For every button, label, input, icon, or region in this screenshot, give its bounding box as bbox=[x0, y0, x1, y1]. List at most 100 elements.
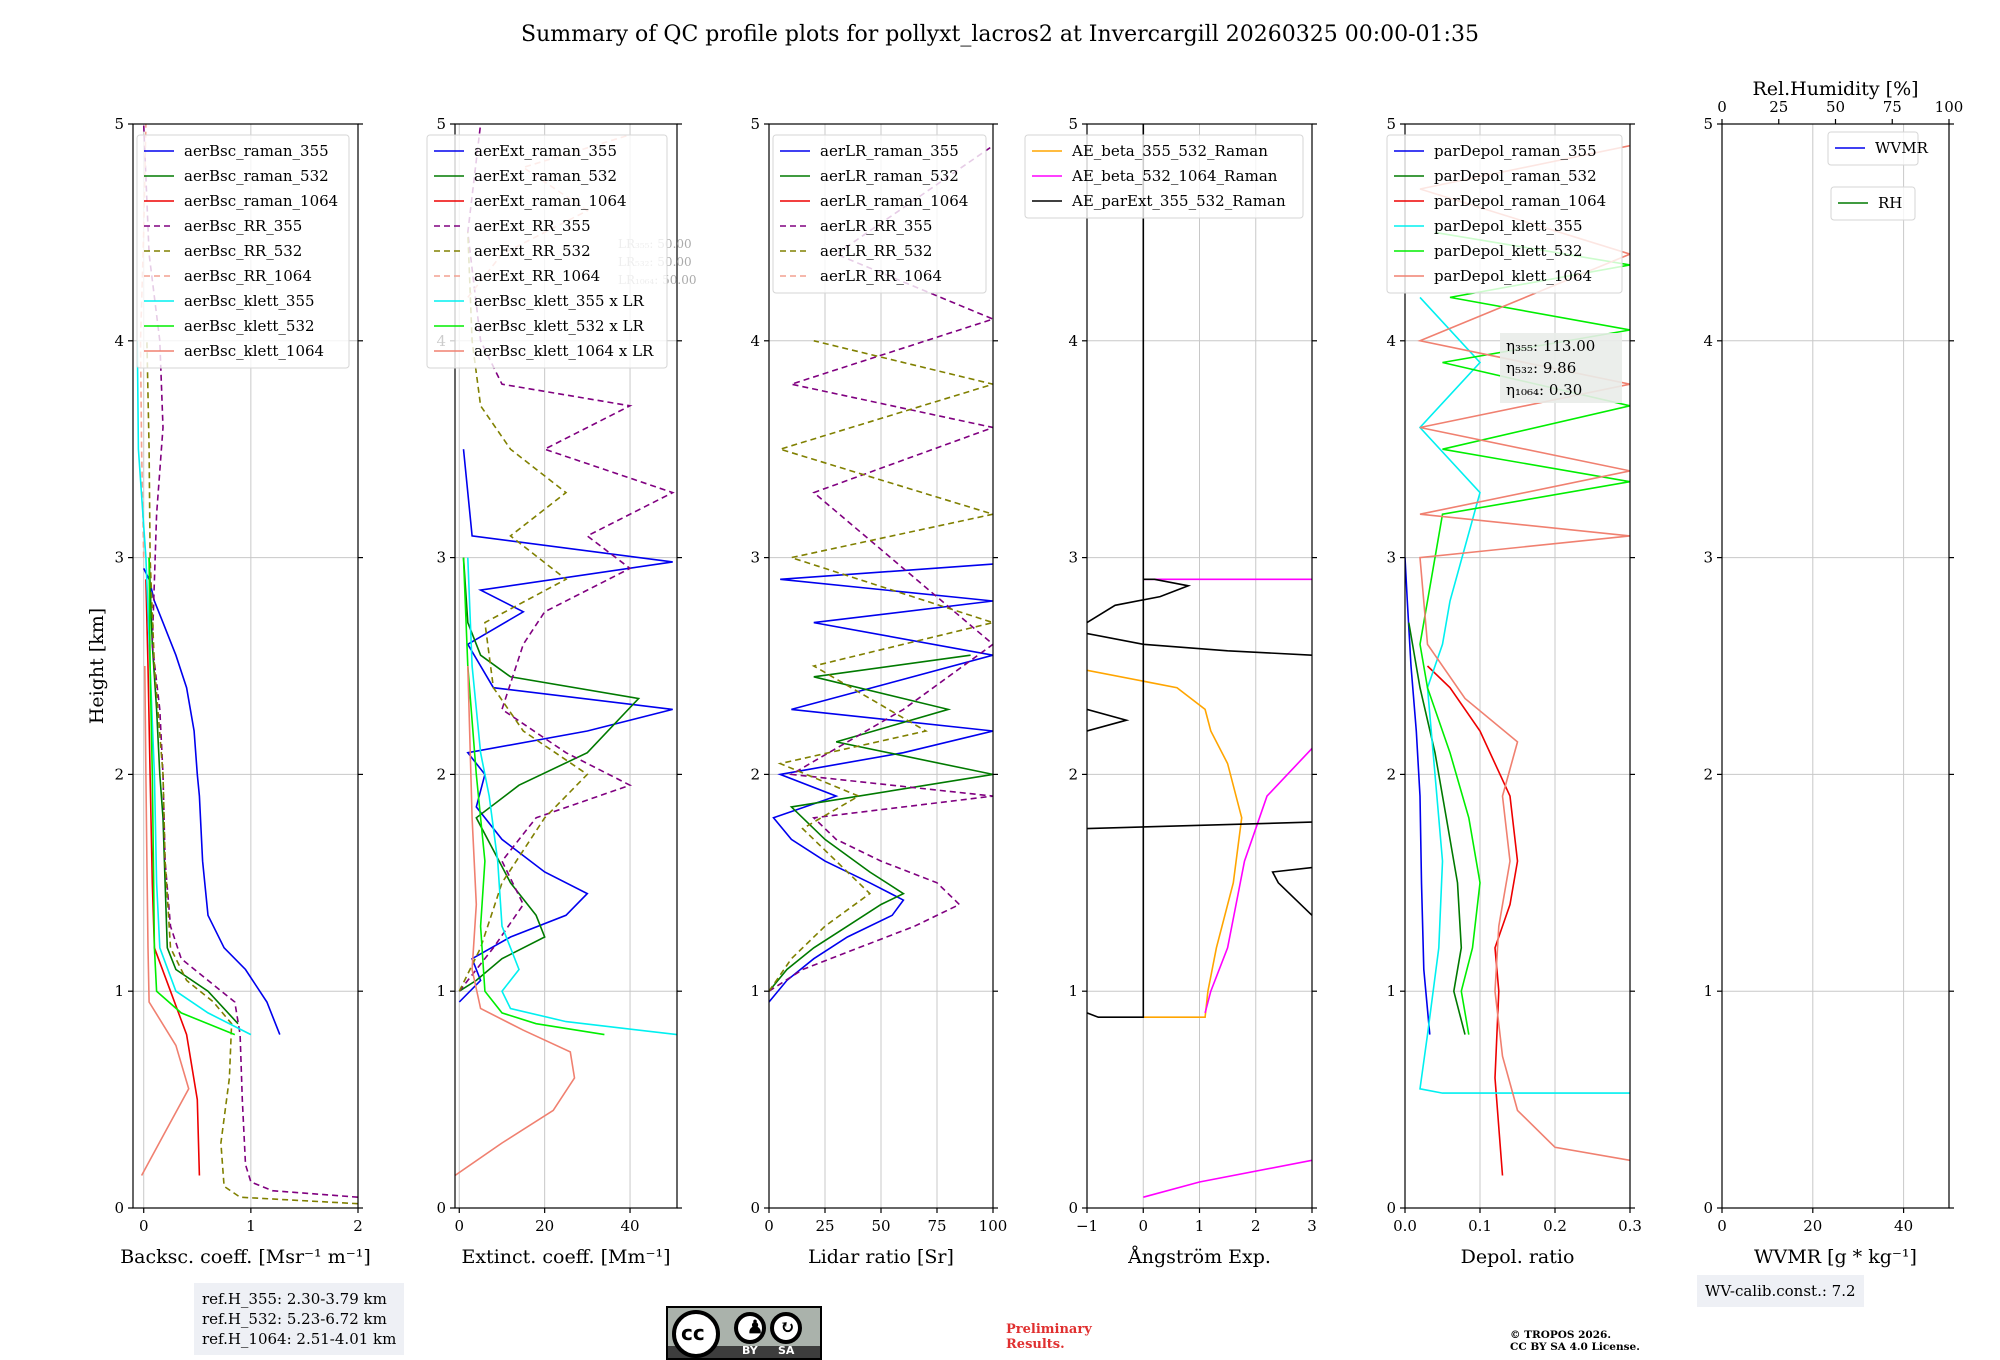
ref-height-355: ref.H_355: 2.30-3.79 km bbox=[202, 1290, 387, 1308]
y-tick-label: 4 bbox=[114, 332, 124, 350]
copyright-line-2: CC BY SA 4.0 License. bbox=[1510, 1341, 1640, 1353]
legend-label: aerLR_RR_1064 bbox=[820, 267, 942, 285]
y-tick-label: 1 bbox=[1068, 982, 1078, 1000]
copyright-line-1: © TROPOS 2026. bbox=[1510, 1329, 1612, 1341]
legend-label: aerLR_raman_1064 bbox=[820, 192, 968, 210]
legend-label: parDepol_raman_355 bbox=[1434, 142, 1597, 160]
x-tick-label: 3 bbox=[1307, 1217, 1317, 1235]
legend-label: aerExt_raman_532 bbox=[474, 167, 617, 185]
plot-frame bbox=[454, 123, 678, 1209]
series-aerBsc_klett_532 bbox=[148, 557, 236, 1036]
y-tick-label: 0 bbox=[1703, 1199, 1713, 1217]
x-tick-label: 0 bbox=[764, 1217, 774, 1235]
panel-5: 0 1 2 3 4 5 0.0 0.1 0.2 0.3 Depol. ratio parDepol_r… bbox=[1386, 115, 1641, 1268]
x2-tick-label: 0 bbox=[1717, 98, 1727, 116]
x-tick-label: 1 bbox=[246, 1217, 256, 1235]
y-tick-label: 5 bbox=[1703, 115, 1713, 133]
series-aerExt_RR_355 bbox=[458, 124, 675, 992]
y-tick-label: 4 bbox=[750, 332, 760, 350]
panel-2: 01234502040Extinct. coeff. [Mm⁻¹]LR₃₅₅: … bbox=[426, 115, 696, 1268]
x-tick-label: 20 bbox=[535, 1217, 554, 1235]
y-tick-label: 3 bbox=[436, 549, 446, 567]
series-AE_parExt_355_532_Raman_d bbox=[1087, 708, 1130, 732]
series-AE_parExt_355_532_Raman_c bbox=[1087, 632, 1312, 656]
plot-frame bbox=[1404, 123, 1631, 1209]
x-tick-label: 0 bbox=[1138, 1217, 1148, 1235]
legend-label: parDepol_raman_1064 bbox=[1434, 192, 1606, 210]
by-icon: ♟ bbox=[734, 1312, 766, 1344]
legend-box bbox=[136, 134, 350, 369]
legend-label: parDepol_raman_532 bbox=[1434, 167, 1597, 185]
series-aerBsc_klett_532 x LR bbox=[462, 557, 605, 1036]
y-tick-label: 3 bbox=[1703, 549, 1713, 567]
legend-label: aerBsc_klett_532 x LR bbox=[474, 317, 645, 335]
y-tick-label: 2 bbox=[1703, 765, 1713, 783]
legend-label: aerLR_RR_532 bbox=[820, 242, 932, 260]
series-aerExt_raman_355 bbox=[458, 449, 673, 1003]
y-tick-label: 2 bbox=[750, 765, 760, 783]
series-AE_beta_355_532_Raman bbox=[1087, 669, 1243, 1019]
wv-calib-text: WV-calib.const.: 7.2 bbox=[1705, 1282, 1856, 1300]
legend-box bbox=[1386, 134, 1623, 294]
legend-label: aerExt_RR_1064 bbox=[474, 267, 600, 285]
x-tick-label: 2 bbox=[1251, 1217, 1261, 1235]
eta-annotation: η₁₀₆₄: 0.30 bbox=[1506, 381, 1582, 399]
legend2-box bbox=[1830, 186, 1916, 221]
y-tick-label: 5 bbox=[1386, 115, 1396, 133]
legend-label: aerExt_RR_532 bbox=[474, 242, 591, 260]
x-tick-label: 0.2 bbox=[1543, 1217, 1567, 1235]
sa-icon: ↻ bbox=[770, 1312, 802, 1344]
y-axis-label: Height [km] bbox=[86, 608, 108, 724]
series-parDepol_klett_355 bbox=[1418, 296, 1630, 1094]
x-tick-label: 0 bbox=[1717, 1217, 1727, 1235]
legend-label: parDepol_klett_1064 bbox=[1434, 267, 1592, 285]
x-tick-label: 100 bbox=[979, 1217, 1008, 1235]
legend-label: aerLR_raman_355 bbox=[820, 142, 959, 160]
y-tick-label: 3 bbox=[750, 549, 760, 567]
series-aerLR_raman_532 bbox=[769, 654, 993, 992]
y-tick-label: 3 bbox=[1068, 549, 1078, 567]
preliminary-note: Preliminary Results. bbox=[1006, 1322, 1092, 1352]
y-tick-label: 5 bbox=[114, 115, 124, 133]
legend-label: aerBsc_klett_355 bbox=[184, 292, 315, 310]
series-group bbox=[769, 145, 993, 1003]
series-aerBsc_raman_532 bbox=[148, 557, 239, 1025]
legend-label: parDepol_klett_532 bbox=[1434, 242, 1583, 260]
legend-label: aerBsc_klett_532 bbox=[184, 317, 315, 335]
panel-1: 0 1 2 3 4 5 0 1 2 Backsc. coeff. [Msr⁻¹ m⁻¹] aerBs… bbox=[114, 115, 370, 1268]
legend-box bbox=[1827, 131, 1919, 166]
y-tick-label: 1 bbox=[436, 982, 446, 1000]
wv-calib-box: WV-calib.const.: 7.2 bbox=[1697, 1275, 1864, 1307]
x-tick-label: −1 bbox=[1076, 1217, 1098, 1235]
figure-title: Summary of QC profile plots for pollyxt_… bbox=[521, 22, 1479, 47]
x-tick-label: 40 bbox=[620, 1217, 639, 1235]
series-AE_parExt_355_532_Raman_e bbox=[1271, 866, 1312, 916]
x-tick-label: 2 bbox=[353, 1217, 363, 1235]
legend-label: aerLR_RR_355 bbox=[820, 217, 932, 235]
legend-label: aerBsc_raman_532 bbox=[184, 167, 329, 185]
preliminary-line-1: Preliminary bbox=[1006, 1322, 1092, 1337]
series-parDepol_raman_355 bbox=[1405, 557, 1431, 1035]
ref-height-532: ref.H_532: 5.23-6.72 km bbox=[202, 1310, 387, 1328]
series-parDepol_raman_1064 bbox=[1426, 665, 1519, 1176]
legend-box bbox=[772, 134, 987, 294]
legend-label: aerExt_RR_355 bbox=[474, 217, 591, 235]
series-parDepol_raman_532 bbox=[1408, 622, 1466, 1035]
series-aerLR_RR_355 bbox=[769, 145, 993, 992]
y-tick-label: 5 bbox=[750, 115, 760, 133]
series-aerBsc_RR_355 bbox=[142, 124, 358, 1198]
x-tick-label: 0.3 bbox=[1618, 1217, 1642, 1235]
y-tick-label: 4 bbox=[1703, 332, 1713, 350]
series-aerExt_RR_532 bbox=[458, 232, 589, 992]
x-axis-label: Extinct. coeff. [Mm⁻¹] bbox=[461, 1246, 670, 1268]
series-aerBsc_RR_532 bbox=[146, 340, 358, 1205]
y-tick-label: 0 bbox=[114, 1199, 124, 1217]
series-parDepol_klett_1064 bbox=[1417, 144, 1630, 1162]
copyright-note: © TROPOS 2026. CC BY SA 4.0 License. bbox=[1510, 1329, 1640, 1353]
y-tick-label: 5 bbox=[436, 115, 446, 133]
eta-box bbox=[1500, 333, 1622, 403]
legend-label: aerLR_raman_532 bbox=[820, 167, 959, 185]
